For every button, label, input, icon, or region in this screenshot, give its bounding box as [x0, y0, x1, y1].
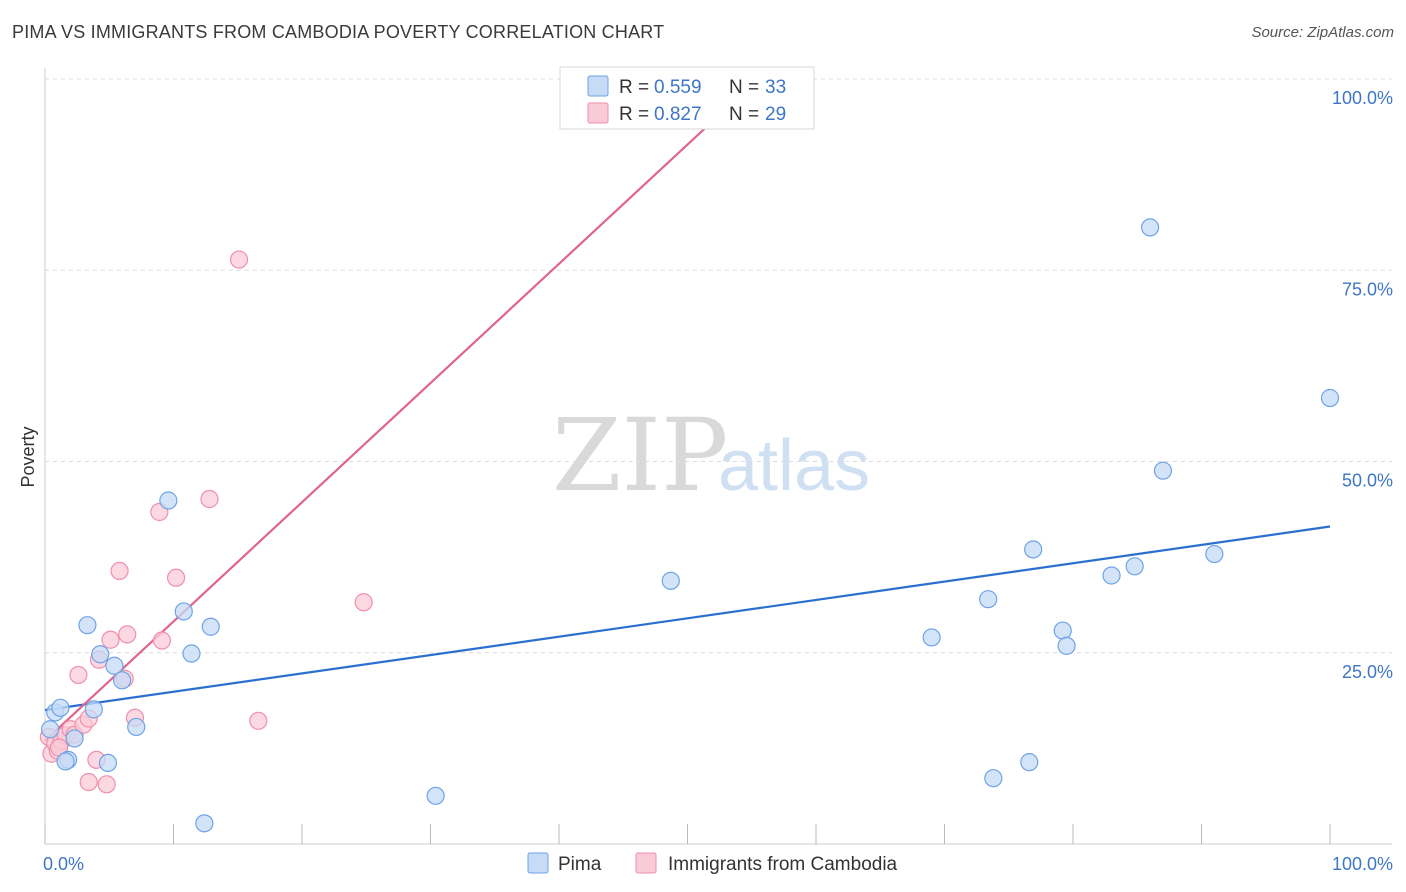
bottom-legend: Pima Immigrants from Cambodia — [527, 852, 898, 875]
point-pima-27 — [1140, 218, 1160, 237]
legend-n-value-1: 33 — [765, 77, 786, 98]
point-pima-18 — [922, 628, 941, 647]
point-pima-24 — [1057, 636, 1076, 655]
point-cambodia-16 — [110, 561, 129, 580]
trendline-pima — [44, 525, 1331, 712]
point-pima-23 — [1053, 621, 1072, 640]
point-pima-5 — [84, 700, 103, 719]
watermark: ZIP atlas — [552, 397, 870, 514]
point-pima-6 — [91, 645, 110, 664]
bottom-legend-swatch-pima — [527, 852, 549, 874]
legend-swatch-pima — [587, 75, 609, 97]
point-pima-15 — [195, 814, 214, 833]
point-pima-8 — [112, 671, 132, 690]
top-legend: R = 0.559 N = 33 R = 0.827 N = 29 — [559, 66, 815, 130]
legend-n-label-1: N = — [729, 77, 759, 98]
chart-title: PIMA VS IMMIGRANTS FROM CAMBODIA POVERTY… — [12, 22, 665, 42]
grid — [45, 78, 1392, 654]
watermark-zip: ZIP — [552, 397, 728, 514]
point-pima-4 — [78, 616, 97, 635]
chart-source: Source: ZipAtlas.com — [1251, 24, 1394, 41]
point-pima-11 — [159, 491, 178, 510]
point-cambodia-24 — [229, 250, 249, 269]
point-cambodia-14 — [97, 775, 116, 794]
y-tick-label-75: 75.0% — [1342, 279, 1393, 299]
x-tick-label-100: 100.0% — [1332, 854, 1393, 874]
legend-swatch-cambodia — [587, 102, 609, 124]
y-tick-label-100: 100.0% — [1332, 88, 1393, 108]
trendline-cambodia — [44, 78, 759, 742]
point-cambodia-11 — [79, 772, 98, 792]
point-pima-17 — [661, 571, 680, 590]
point-pima-31 — [41, 720, 60, 739]
point-cambodia-26 — [354, 593, 373, 612]
legend-r-label-2: R = — [619, 104, 649, 125]
point-pima-13 — [182, 644, 201, 663]
point-pima-32 — [56, 752, 75, 771]
point-cambodia-8 — [69, 665, 88, 685]
legend-n-label-2: N = — [729, 104, 759, 125]
trendlines — [44, 78, 1331, 742]
legend-n-value-2: 29 — [765, 104, 786, 125]
point-cambodia-21 — [152, 631, 172, 650]
point-pima-10 — [127, 717, 146, 737]
point-pima-16 — [426, 786, 445, 805]
bottom-legend-label-pima: Pima — [558, 854, 602, 875]
point-pima-20 — [984, 769, 1003, 788]
y-axis-label: Poverty — [18, 426, 38, 487]
x-tick-label-0: 0.0% — [43, 854, 84, 874]
point-pima-25 — [1102, 566, 1121, 585]
legend-r-label-1: R = — [619, 77, 649, 98]
point-pima-21 — [1024, 540, 1043, 559]
point-pima-28 — [1153, 461, 1173, 480]
y-tick-label-25: 25.0% — [1342, 662, 1393, 682]
point-cambodia-23 — [200, 489, 219, 509]
axes: 25.0% 50.0% 75.0% 100.0% 0.0% 100.0% — [43, 68, 1393, 874]
watermark-atlas: atlas — [718, 426, 870, 506]
point-pima-29 — [1205, 544, 1224, 564]
point-pima-9 — [98, 753, 118, 773]
point-pima-7 — [105, 656, 124, 675]
bottom-legend-swatch-cambodia — [635, 852, 657, 874]
bottom-legend-label-cambodia: Immigrants from Cambodia — [668, 854, 898, 875]
point-cambodia-18 — [118, 625, 137, 644]
point-pima-26 — [1125, 557, 1144, 576]
legend-r-value-1: 0.559 — [654, 77, 702, 98]
point-cambodia-25 — [249, 711, 268, 730]
point-cambodia-15 — [101, 630, 120, 649]
point-pima-1 — [51, 698, 70, 717]
y-tick-label-50: 50.0% — [1342, 471, 1393, 491]
point-cambodia-22 — [166, 568, 186, 587]
point-pima-14 — [201, 617, 220, 636]
point-pima-3 — [65, 729, 84, 748]
point-pima-19 — [979, 590, 998, 609]
point-pima-22 — [1020, 753, 1039, 772]
legend-r-value-2: 0.827 — [654, 104, 702, 125]
data-points — [39, 73, 1340, 833]
point-pima-12 — [174, 602, 193, 621]
point-pima-30 — [1320, 388, 1340, 408]
